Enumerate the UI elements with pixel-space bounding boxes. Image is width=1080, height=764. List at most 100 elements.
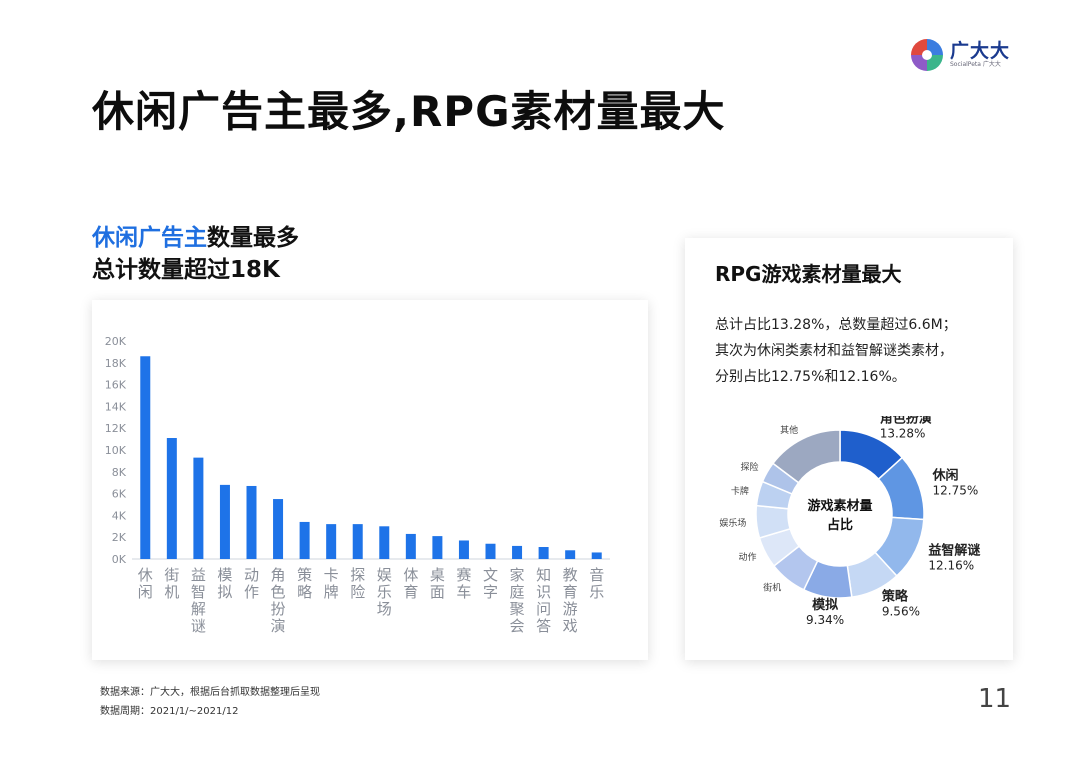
- donut-slice: [771, 429, 841, 484]
- x-tick-label-char: 育: [563, 583, 578, 601]
- logo-quadrant-green: [927, 55, 943, 71]
- x-tick-label-char: 角: [271, 566, 286, 584]
- x-tick-label-char: 街: [164, 566, 179, 584]
- y-tick-label: 4K: [112, 509, 127, 522]
- x-tick-label-char: 略: [297, 583, 312, 601]
- x-tick-label-char: 险: [350, 583, 365, 601]
- bar: [485, 543, 496, 559]
- left-heading-rest: 数量最多: [207, 225, 299, 251]
- x-tick-label-char: 乐: [589, 583, 604, 601]
- description-line: 总计占比13.28%，总数量超过6.6M；: [715, 317, 957, 333]
- page-number: 11: [978, 684, 1012, 714]
- logo-quadrant-blue: [927, 39, 943, 55]
- y-tick-label: 18K: [105, 357, 127, 370]
- y-tick-label: 16K: [105, 379, 127, 392]
- donut-slice-label: 卡牌: [731, 485, 749, 497]
- y-tick-label: 0K: [112, 553, 127, 566]
- logo-quadrant-purple: [911, 55, 927, 71]
- x-tick-label-char: 演: [271, 617, 286, 635]
- x-tick-label-char: 会: [510, 617, 525, 635]
- bar: [405, 533, 416, 559]
- x-tick-label-char: 游: [563, 600, 578, 618]
- x-tick-label-char: 谜: [191, 617, 206, 635]
- bar: [538, 547, 549, 559]
- data-source-note: 数据来源：广大大，根据后台抓取数据整理后呈现: [100, 687, 320, 698]
- x-tick-label-char: 闲: [138, 583, 153, 601]
- left-heading-highlight: 休闲广告主: [92, 225, 207, 251]
- y-tick-label: 12K: [105, 422, 127, 435]
- donut-slice-percent: 9.56%: [882, 605, 920, 619]
- x-tick-label-char: 答: [536, 617, 551, 635]
- x-tick-label-char: 探: [350, 566, 365, 584]
- donut-slice-label: 街机: [763, 581, 781, 593]
- x-tick-label-char: 育: [403, 583, 418, 601]
- donut-slice-percent: 12.16%: [928, 558, 974, 572]
- bar: [352, 524, 363, 559]
- bar: [219, 484, 230, 559]
- bar: [458, 540, 469, 559]
- page-title: 休闲广告主最多,RPG素材量最大: [92, 87, 726, 136]
- bar: [140, 356, 151, 559]
- x-tick-label-char: 策: [297, 566, 312, 584]
- x-tick-label-char: 牌: [324, 583, 339, 601]
- bar: [166, 438, 177, 559]
- y-tick-label: 10K: [105, 444, 127, 457]
- x-tick-label-char: 模: [217, 566, 232, 584]
- y-tick-label: 8K: [112, 466, 127, 479]
- right-panel-description: 总计占比13.28%，总数量超过6.6M； 其次为休闲类素材和益智解谜类素材， …: [715, 312, 1005, 390]
- donut-slice-label: 探险: [740, 461, 758, 473]
- x-tick-label-char: 机: [164, 583, 179, 601]
- brand-name-en: SocialPeta 广大大: [950, 61, 1001, 68]
- bar: [193, 457, 204, 559]
- left-heading: 休闲广告主数量最多 总计数量超过18K: [92, 222, 299, 286]
- bar: [299, 521, 310, 559]
- donut-slice-percent: 13.28%: [880, 426, 926, 440]
- bar: [326, 524, 337, 559]
- x-tick-label-char: 字: [483, 583, 498, 601]
- x-tick-label-char: 色: [271, 583, 286, 601]
- bar: [273, 499, 284, 559]
- donut-center-label: 游戏素材量: [807, 498, 872, 514]
- x-tick-label-char: 娱: [377, 566, 392, 584]
- donut-slice-label: 模拟: [812, 597, 838, 613]
- x-tick-label-char: 文: [483, 566, 498, 584]
- bar: [246, 485, 257, 559]
- brand-logo: 广大大 SocialPeta 广大大: [910, 38, 1010, 72]
- donut-slice-label: 娱乐场: [719, 517, 746, 529]
- right-panel-title: RPG游戏素材量最大: [715, 262, 902, 286]
- donut-hole: [789, 463, 891, 565]
- donut-slice-label: 策略: [882, 589, 909, 605]
- y-tick-label: 6K: [112, 488, 127, 501]
- x-tick-label-char: 戏: [563, 617, 578, 635]
- donut-chart-area: 角色扮演 13.28% 休闲 12.75% 益智解谜 12.16% 策略 9.56% 模拟 9.3…: [685, 416, 1013, 656]
- left-heading-line1: 休闲广告主数量最多: [92, 222, 299, 254]
- bar: [591, 552, 602, 559]
- x-tick-label-char: 益: [191, 566, 206, 584]
- donut-chart-panel: RPG游戏素材量最大 总计占比13.28%，总数量超过6.6M； 其次为休闲类素…: [685, 238, 1013, 660]
- bar-chart-panel: 0K 2K 4K 6K 8K 10K 12K 14K 16K 18K 20K 休闲街机益智解谜 模拟动作…: [92, 300, 648, 660]
- x-tick-label-char: 扮: [271, 600, 286, 618]
- description-line: 分别占比12.75%和12.16%。: [715, 369, 906, 385]
- x-tick-label-char: 作: [244, 583, 259, 601]
- description-line: 其次为休闲类素材和益智解谜类素材，: [715, 343, 953, 359]
- x-tick-label-char: 卡: [324, 566, 339, 584]
- x-tick-label-char: 车: [456, 583, 471, 601]
- x-tick-label-char: 乐: [377, 583, 392, 601]
- x-tick-label-char: 赛: [456, 566, 471, 584]
- x-tick-label-char: 识: [536, 583, 551, 601]
- data-period-note: 数据周期：2021/1/~2021/12: [100, 706, 239, 717]
- x-tick-label-char: 教: [563, 566, 578, 584]
- bar: [565, 550, 576, 559]
- donut-slice-label: 益智解谜: [928, 542, 981, 558]
- logo-center: [922, 50, 932, 60]
- y-tick-label: 2K: [112, 531, 127, 544]
- donut-slice-percent: 9.34%: [806, 613, 844, 627]
- x-tick-label-char: 解: [191, 600, 206, 618]
- bar: [512, 545, 523, 559]
- logo-quadrant-red: [911, 39, 927, 55]
- brand-logo-icon: [911, 39, 943, 71]
- footer-notes: 数据来源：广大大，根据后台抓取数据整理后呈现 数据周期：2021/1/~2021…: [100, 683, 320, 721]
- left-heading-line2: 总计数量超过18K: [92, 257, 280, 283]
